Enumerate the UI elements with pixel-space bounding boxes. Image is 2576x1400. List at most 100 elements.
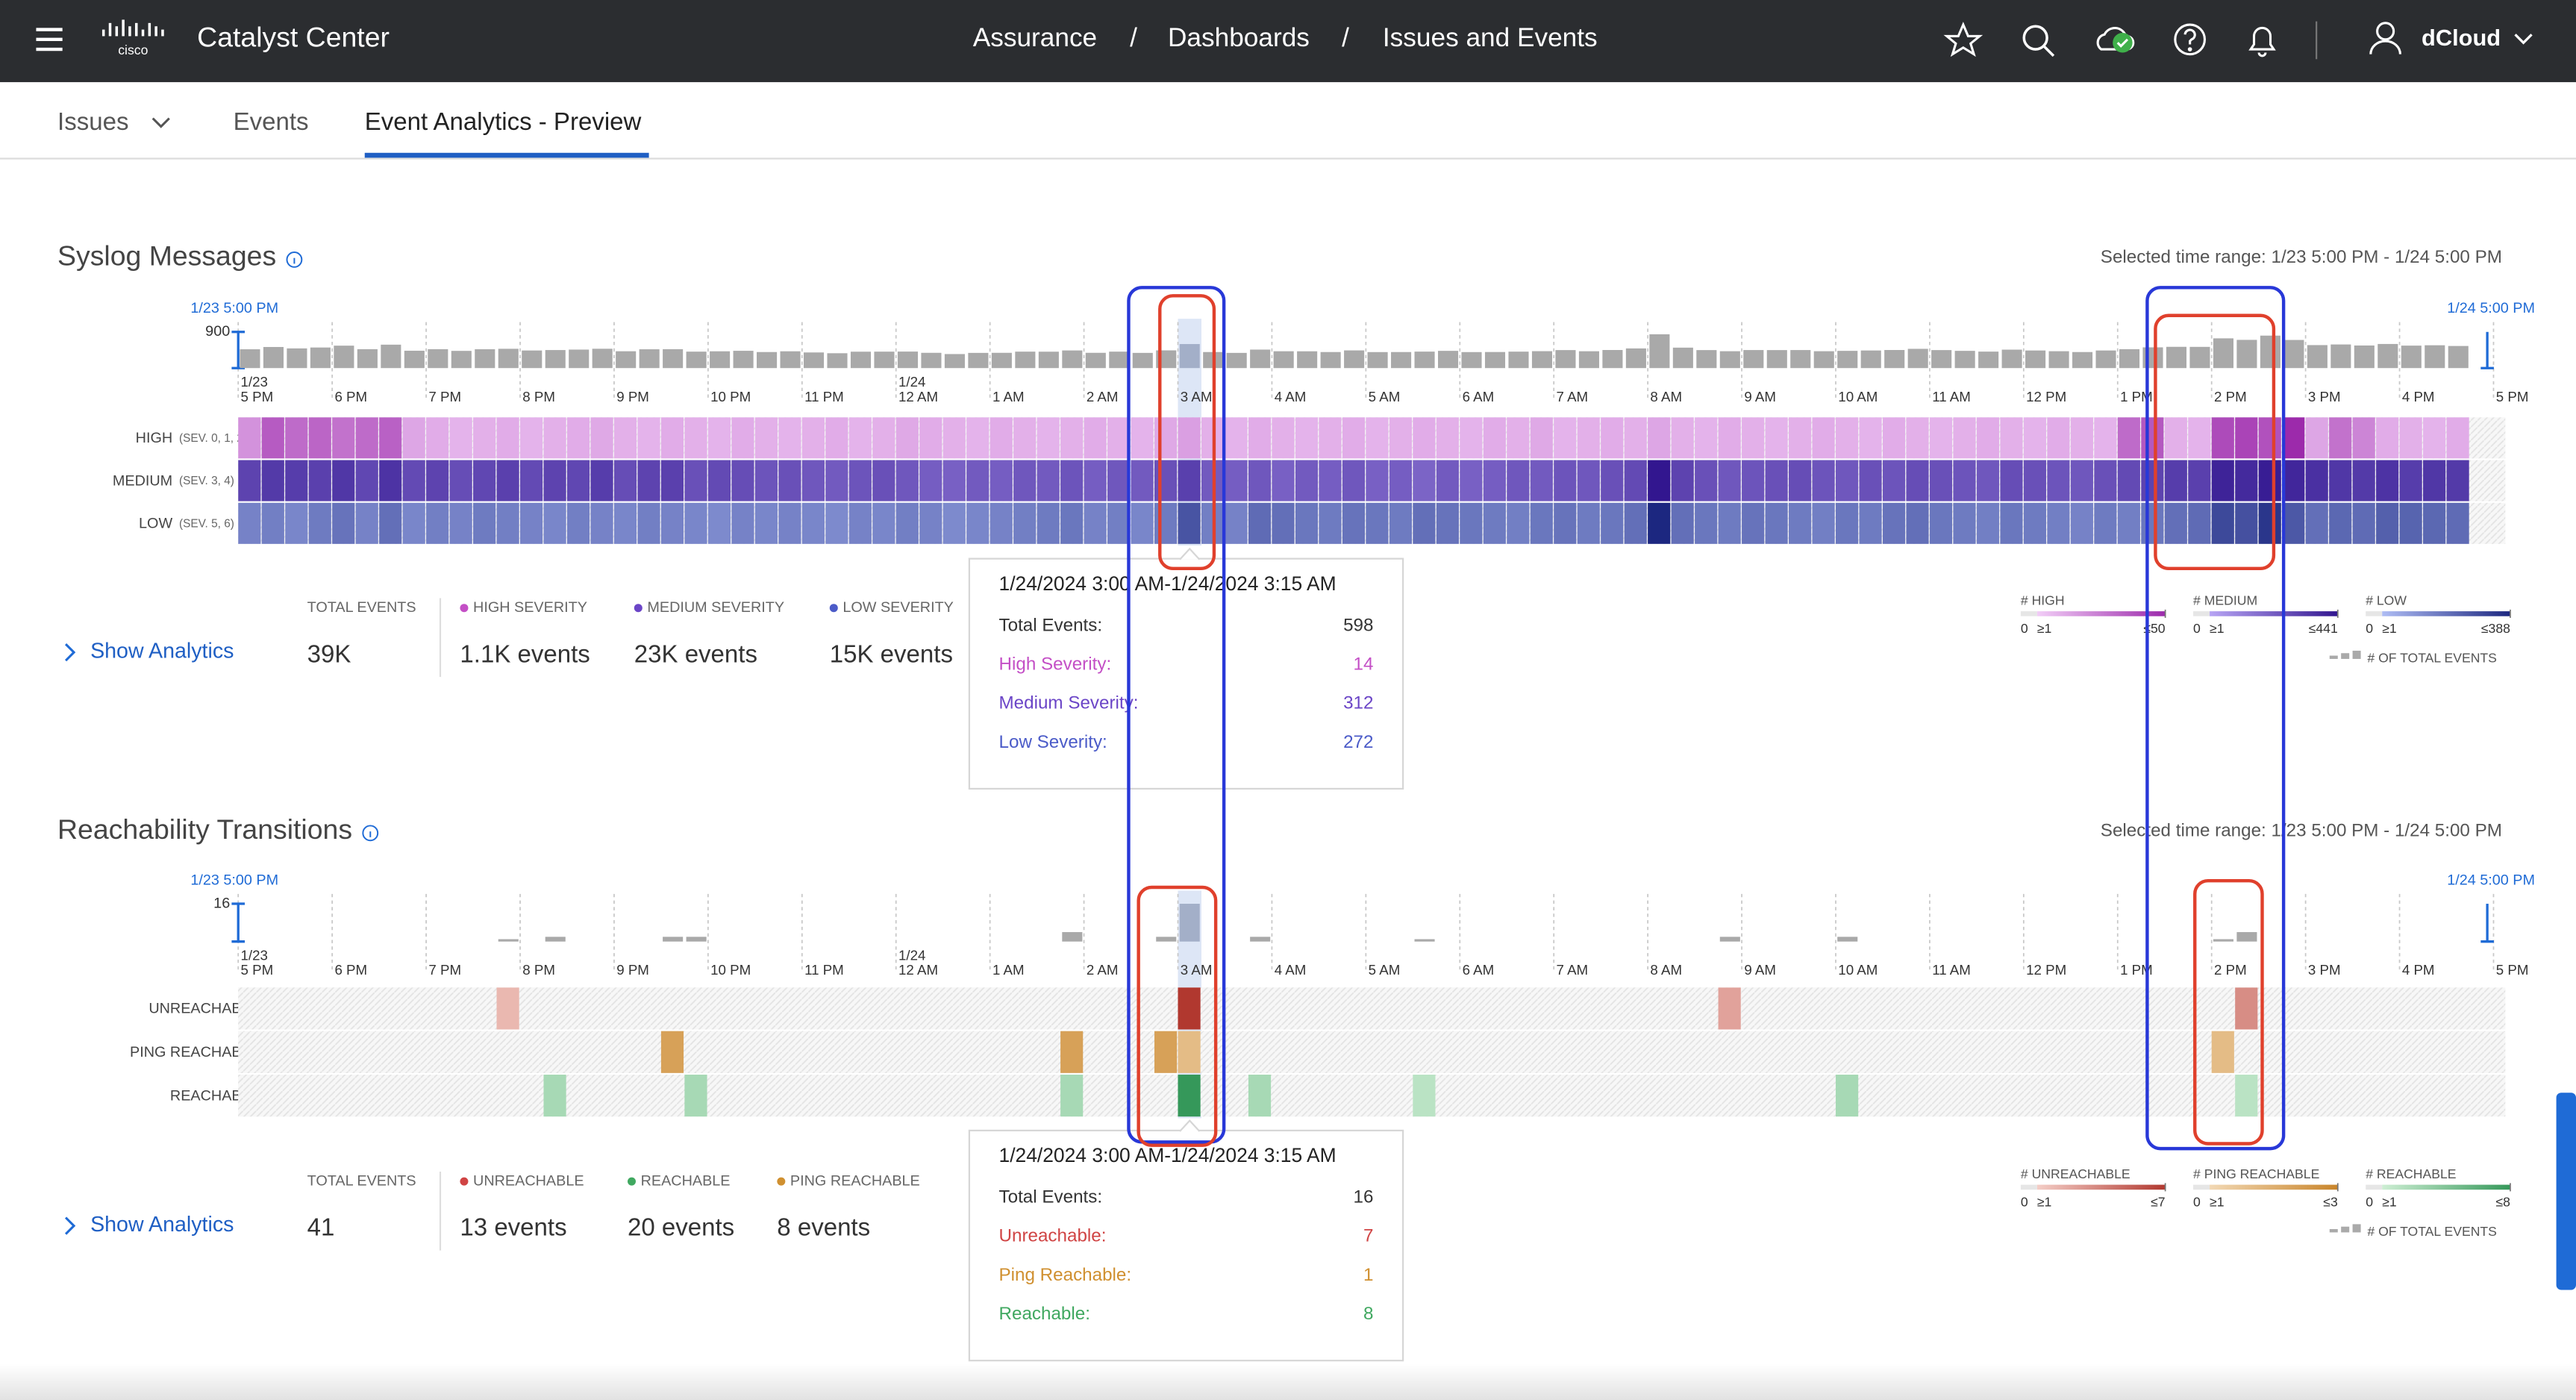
heat-cell[interactable] [1013, 460, 1037, 501]
heat-cell[interactable] [2329, 417, 2352, 459]
heat-cell[interactable] [1742, 460, 1765, 501]
heat-cell[interactable] [778, 417, 801, 459]
heat-cell[interactable] [1342, 460, 1366, 501]
heat-cell[interactable] [1413, 417, 1436, 459]
heat-cell[interactable] [261, 987, 284, 1030]
heat-cell[interactable] [2446, 987, 2469, 1030]
heat-cell[interactable] [872, 460, 895, 501]
heat-cell[interactable] [1695, 502, 1718, 544]
total-bar[interactable] [381, 344, 401, 369]
heat-cell[interactable] [1859, 1031, 1882, 1073]
heat-cell[interactable] [2258, 502, 2281, 544]
total-bar[interactable] [1414, 351, 1435, 369]
heat-cell[interactable] [2047, 1075, 2070, 1117]
heat-cell[interactable] [1507, 987, 1530, 1030]
heat-cell[interactable] [2423, 460, 2446, 501]
heat-cell[interactable] [1225, 502, 1248, 544]
heat-cell[interactable] [1976, 460, 2000, 501]
heat-cell[interactable] [1483, 502, 1506, 544]
heat-cell[interactable] [2235, 417, 2258, 459]
heat-cell[interactable] [1718, 502, 1741, 544]
heat-cell[interactable] [2094, 1075, 2117, 1117]
heat-cell[interactable] [1013, 1031, 1037, 1073]
total-bar[interactable] [2119, 349, 2140, 369]
heat-cell[interactable] [754, 502, 778, 544]
heat-cell[interactable] [1601, 1075, 1624, 1117]
heat-cell[interactable] [942, 460, 966, 501]
heat-cell[interactable] [1295, 417, 1319, 459]
heat-cell[interactable] [566, 417, 590, 459]
heat-cell[interactable] [355, 1031, 378, 1073]
heat-cell[interactable] [1601, 417, 1624, 459]
heat-cell[interactable] [2070, 1031, 2093, 1073]
heat-cell[interactable] [754, 460, 778, 501]
heat-cell[interactable] [754, 1031, 778, 1073]
heat-cell[interactable] [1436, 460, 1459, 501]
tab[interactable]: Issues [57, 107, 128, 135]
heat-cell[interactable] [1530, 502, 1553, 544]
heat-cell[interactable] [2094, 502, 2117, 544]
heat-cell[interactable] [2376, 1075, 2399, 1117]
heat-cell[interactable] [2329, 1031, 2352, 1073]
heat-cell[interactable] [1272, 1031, 1295, 1073]
heat-cell[interactable] [520, 1031, 543, 1073]
total-bar[interactable] [310, 347, 331, 369]
heat-cell[interactable] [2423, 502, 2446, 544]
total-bar[interactable] [897, 351, 918, 369]
total-bar[interactable] [2425, 345, 2445, 369]
heat-cell[interactable] [308, 417, 331, 459]
heat-cell[interactable] [919, 1031, 942, 1073]
heat-cell[interactable] [1577, 502, 1600, 544]
heat-cell[interactable] [1671, 1031, 1694, 1073]
total-bar[interactable] [1907, 349, 1928, 369]
heat-cell[interactable] [707, 460, 731, 501]
total-bar[interactable] [1649, 334, 1670, 369]
heat-cell[interactable] [426, 1075, 449, 1117]
heat-cell[interactable] [872, 417, 895, 459]
heat-cell[interactable] [1013, 502, 1037, 544]
heat-cell[interactable] [2282, 417, 2305, 459]
breadcrumb[interactable]: Assurance [973, 23, 1097, 52]
heat-cell[interactable] [848, 1031, 872, 1073]
heat-cell[interactable] [1601, 460, 1624, 501]
heat-cell[interactable] [895, 460, 919, 501]
total-bar[interactable] [1437, 351, 1459, 369]
heat-cell[interactable] [1976, 417, 2000, 459]
health-icon[interactable] [2096, 27, 2135, 53]
heat-cell[interactable] [2305, 1031, 2328, 1073]
heat-cell[interactable] [1859, 417, 1882, 459]
heat-cell[interactable] [2188, 1031, 2211, 1073]
total-bar[interactable] [1156, 937, 1177, 942]
total-bar[interactable] [2330, 344, 2351, 369]
total-bar[interactable] [686, 351, 707, 369]
heat-cell[interactable] [520, 502, 543, 544]
heat-cell[interactable] [426, 987, 449, 1030]
total-bar[interactable] [2354, 345, 2375, 369]
total-bar[interactable] [2025, 350, 2046, 369]
total-bar[interactable] [1837, 937, 1858, 942]
heat-cell[interactable] [778, 460, 801, 501]
heat-cell[interactable] [2352, 987, 2375, 1030]
heat-cell[interactable] [660, 502, 684, 544]
total-bar[interactable] [1531, 351, 1553, 369]
heat-cell[interactable] [590, 1075, 613, 1117]
heat-cell[interactable] [1929, 987, 1953, 1030]
heat-cell[interactable] [1742, 417, 1765, 459]
heat-cell[interactable] [496, 460, 519, 501]
heat-cell[interactable] [566, 460, 590, 501]
heat-cell[interactable] [566, 1075, 590, 1117]
heat-cell[interactable] [895, 987, 919, 1030]
total-bar[interactable] [2401, 346, 2422, 369]
heat-cell[interactable] [2211, 1075, 2234, 1117]
heat-cell[interactable] [285, 417, 308, 459]
heat-cell[interactable] [966, 502, 990, 544]
heat-cell[interactable] [449, 460, 472, 501]
heat-cell[interactable] [2446, 1031, 2469, 1073]
heat-cell[interactable] [1248, 502, 1272, 544]
heat-cell[interactable] [1483, 987, 1506, 1030]
user-icon[interactable] [2369, 22, 2401, 54]
total-bar[interactable] [1344, 350, 1365, 369]
total-bar[interactable] [569, 349, 590, 369]
heat-cell[interactable] [590, 417, 613, 459]
total-bar[interactable] [2189, 346, 2210, 369]
